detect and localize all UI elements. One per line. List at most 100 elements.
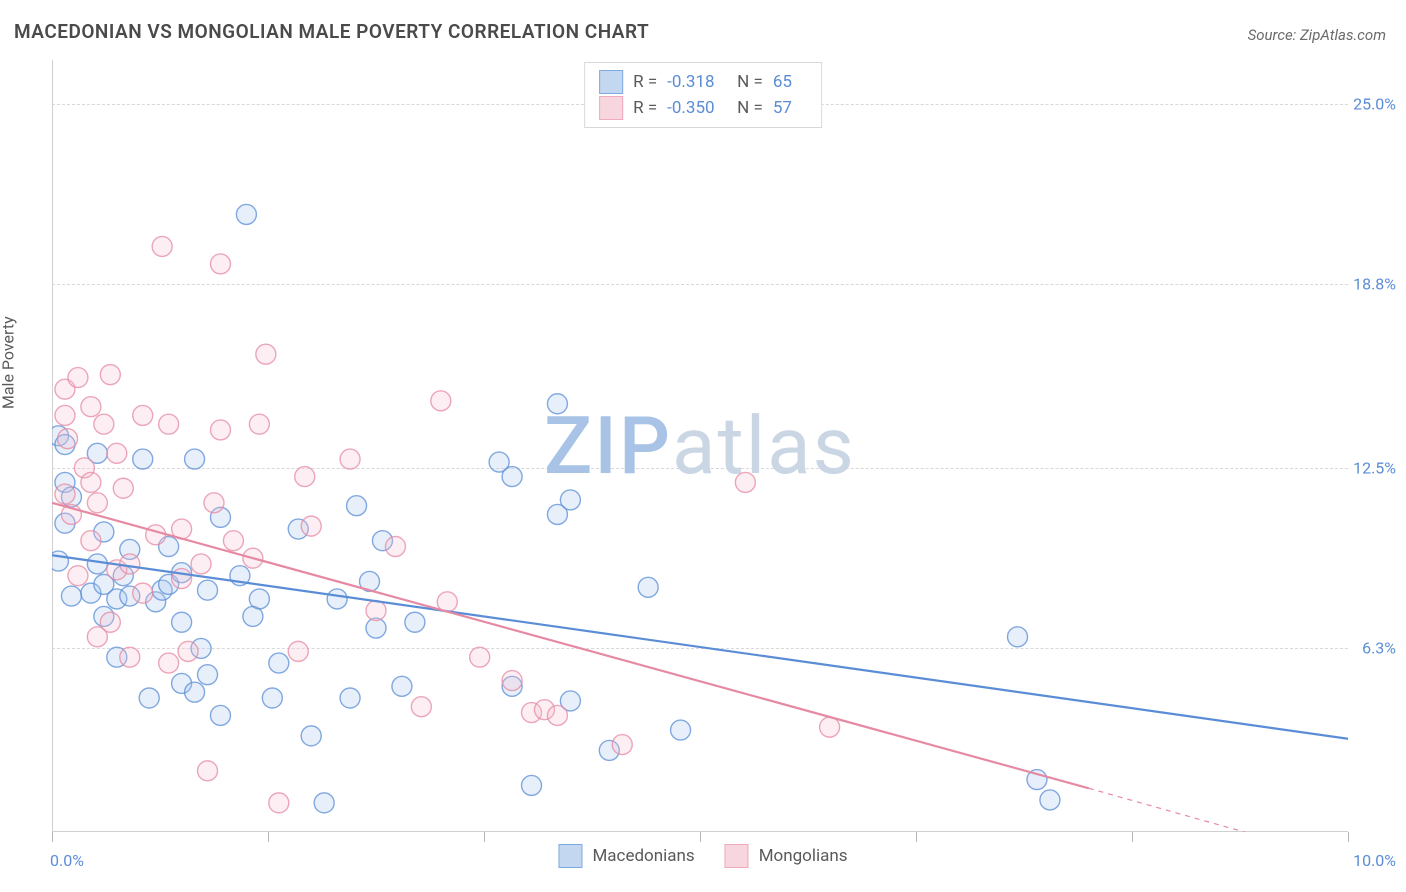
data-point — [411, 697, 431, 717]
y-tick-label: 12.5% — [1353, 458, 1396, 477]
data-point — [210, 254, 230, 274]
data-point — [256, 344, 276, 364]
data-point — [210, 420, 230, 440]
data-point — [612, 735, 632, 755]
data-point — [392, 676, 412, 696]
x-axis-min-label: 0.0% — [50, 851, 84, 870]
y-tick-label: 18.8% — [1353, 275, 1396, 294]
data-point — [385, 537, 405, 557]
legend-N-label: N = — [737, 72, 763, 92]
data-point — [204, 493, 224, 513]
x-tick — [1348, 832, 1349, 842]
data-point — [301, 516, 321, 536]
data-point — [100, 365, 120, 385]
legend-N-value-0: 65 — [773, 72, 803, 92]
x-tick — [1132, 832, 1133, 842]
data-point — [94, 414, 114, 434]
data-point — [295, 467, 315, 487]
scatter-svg — [52, 60, 1348, 832]
y-tick-label: 6.3% — [1362, 639, 1396, 658]
data-point — [560, 490, 580, 510]
data-point — [1040, 790, 1060, 810]
data-point — [327, 589, 347, 609]
data-point — [185, 682, 205, 702]
legend-R-label: R = — [633, 98, 657, 118]
chart-title: MACEDONIAN VS MONGOLIAN MALE POVERTY COR… — [14, 20, 649, 43]
data-point — [87, 554, 107, 574]
legend-R-label: R = — [633, 72, 657, 92]
data-point — [288, 641, 308, 661]
x-axis-max-label: 10.0% — [1353, 851, 1396, 870]
chart-container: MACEDONIAN VS MONGOLIAN MALE POVERTY COR… — [0, 0, 1406, 892]
x-tick — [52, 832, 53, 842]
data-point — [81, 397, 101, 417]
data-point — [159, 414, 179, 434]
legend-stats-row-0: R = -0.318 N = 65 — [599, 69, 803, 95]
legend-series-swatch-1 — [725, 844, 749, 868]
legend-series-label-0: Macedonians — [592, 846, 694, 866]
data-point — [262, 688, 282, 708]
data-point — [61, 586, 81, 606]
x-tick — [484, 832, 485, 842]
legend-series-item-1: Mongolians — [725, 844, 848, 868]
data-point — [178, 641, 198, 661]
data-point — [470, 647, 490, 667]
legend-stats-row-1: R = -0.350 N = 57 — [599, 95, 803, 121]
legend-N-value-1: 57 — [773, 98, 803, 118]
data-point — [159, 653, 179, 673]
data-point — [340, 449, 360, 469]
y-tick-label: 25.0% — [1353, 94, 1396, 113]
data-point — [405, 612, 425, 632]
legend-series-swatch-0 — [558, 844, 582, 868]
data-point — [120, 554, 140, 574]
data-point — [133, 405, 153, 425]
data-point — [198, 761, 218, 781]
source-attribution: Source: ZipAtlas.com — [1248, 26, 1386, 44]
data-point — [547, 705, 567, 725]
legend-R-value-1: -0.350 — [667, 98, 727, 118]
x-tick — [916, 832, 917, 842]
plot-area: ZIPatlas — [52, 60, 1348, 832]
legend-swatch-0 — [599, 70, 623, 94]
data-point — [347, 496, 367, 516]
data-point — [638, 577, 658, 597]
data-point — [81, 472, 101, 492]
legend-R-value-0: -0.318 — [667, 72, 727, 92]
data-point — [1008, 627, 1028, 647]
data-point — [236, 204, 256, 224]
data-point — [301, 726, 321, 746]
data-point — [55, 484, 75, 504]
data-point — [81, 531, 101, 551]
data-point — [120, 647, 140, 667]
data-point — [146, 525, 166, 545]
data-point — [107, 443, 127, 463]
data-point — [547, 394, 567, 414]
data-point — [223, 531, 243, 551]
data-point — [172, 612, 192, 632]
data-point — [671, 720, 691, 740]
data-point — [55, 405, 75, 425]
data-point — [269, 653, 289, 673]
data-point — [502, 467, 522, 487]
data-point — [269, 793, 289, 813]
data-point — [58, 429, 78, 449]
data-point — [522, 775, 542, 795]
data-point — [314, 793, 334, 813]
data-point — [820, 717, 840, 737]
x-tick — [268, 832, 269, 842]
data-point — [431, 391, 451, 411]
data-point — [139, 688, 159, 708]
data-point — [198, 580, 218, 600]
x-tick — [700, 832, 701, 842]
legend-stats: R = -0.318 N = 65 R = -0.350 N = 57 — [584, 62, 822, 128]
data-point — [52, 551, 68, 571]
data-point — [68, 566, 88, 586]
data-point — [87, 493, 107, 513]
data-point — [133, 583, 153, 603]
legend-swatch-1 — [599, 96, 623, 120]
data-point — [198, 665, 218, 685]
y-axis-label: Male Poverty — [0, 316, 18, 409]
data-point — [191, 554, 211, 574]
data-point — [68, 368, 88, 388]
data-point — [366, 601, 386, 621]
